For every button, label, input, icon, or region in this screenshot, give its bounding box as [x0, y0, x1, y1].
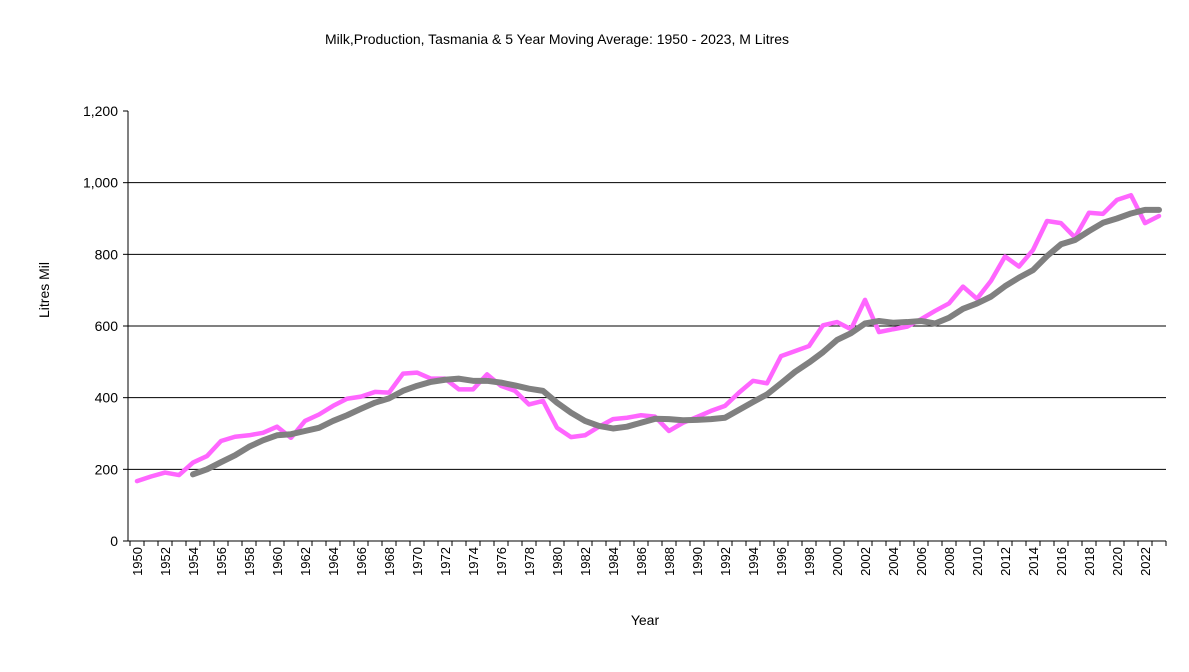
y-tick-label: 200	[95, 461, 119, 477]
x-tick-label: 1970	[410, 547, 425, 576]
x-tick-label: 2016	[1054, 547, 1069, 576]
x-tick-label: 1986	[634, 547, 649, 576]
x-tick-label: 2004	[886, 547, 901, 576]
x-tick-label: 1984	[606, 547, 621, 576]
x-tick-label: 1968	[382, 547, 397, 576]
x-tick-label: 1978	[522, 547, 537, 576]
y-tick-label: 1,000	[83, 175, 118, 191]
y-tick-label: 400	[95, 390, 119, 406]
x-tick-label: 2010	[970, 547, 985, 576]
x-tick-label: 1990	[690, 547, 705, 576]
x-tick-label: 1964	[326, 547, 341, 576]
x-tick-label: 1996	[774, 547, 789, 576]
x-tick-label: 1994	[746, 547, 761, 576]
x-tick-label: 1980	[550, 547, 565, 576]
x-tick-label: 2000	[830, 547, 845, 576]
x-tick-label: 1952	[158, 547, 173, 576]
x-tick-label: 1960	[270, 547, 285, 576]
y-axis-label: Litres Mil	[36, 262, 52, 318]
x-tick-label: 1988	[662, 547, 677, 576]
y-tick-label: 0	[110, 533, 118, 549]
series-line-production	[134, 192, 1162, 484]
x-tick-label: 1976	[494, 547, 509, 576]
series-line-moving_average	[190, 206, 1162, 478]
x-tick-label: 1998	[802, 547, 817, 576]
x-tick-label: 2006	[914, 547, 929, 576]
x-tick-label: 1962	[298, 547, 313, 576]
x-tick-label: 2008	[942, 547, 957, 576]
x-tick-label: 2018	[1082, 547, 1097, 576]
x-tick-label: 1966	[354, 547, 369, 576]
x-tick-label: 1992	[718, 547, 733, 576]
x-tick-label: 1950	[130, 547, 145, 576]
x-tick-label: 2014	[1026, 547, 1041, 576]
x-tick-label: 1958	[242, 547, 257, 576]
x-tick-label: 1954	[186, 547, 201, 576]
y-tick-label: 1,200	[83, 103, 118, 119]
chart-title: Milk,Production, Tasmania & 5 Year Movin…	[325, 31, 789, 47]
x-tick-label: 1972	[438, 547, 453, 576]
y-tick-label: 600	[95, 318, 119, 334]
x-axis-label: Year	[631, 612, 660, 628]
x-tick-label: 2020	[1110, 547, 1125, 576]
y-tick-label: 800	[95, 246, 119, 262]
x-tick-label: 1982	[578, 547, 593, 576]
x-tick-label: 2022	[1138, 547, 1153, 576]
x-tick-label: 1956	[214, 547, 229, 576]
x-tick-label: 1974	[466, 547, 481, 576]
x-tick-label: 2012	[998, 547, 1013, 576]
x-tick-label: 2002	[858, 547, 873, 576]
